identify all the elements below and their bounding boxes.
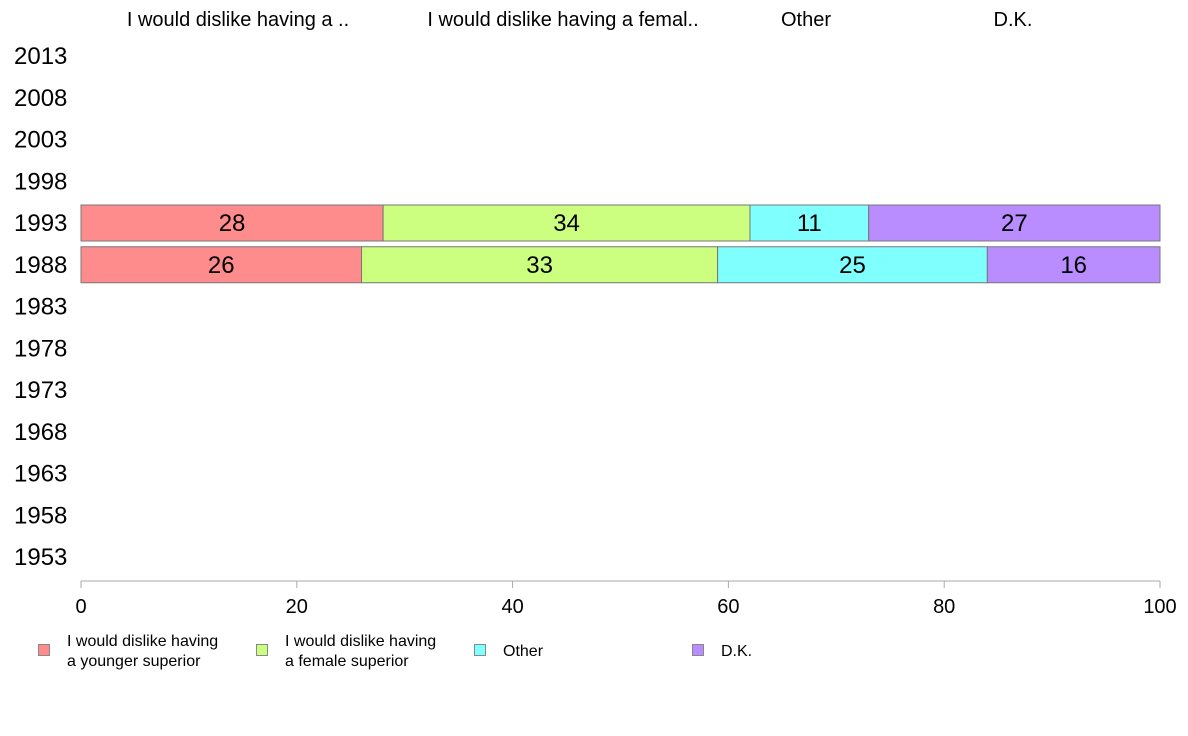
bar-segment: [717, 246, 988, 284]
legend: I would dislike having a younger superio…: [38, 632, 1138, 682]
legend-label-younger-superior-line2: a younger superior: [67, 653, 201, 670]
category-label: 1958: [14, 502, 67, 529]
data-label: 11: [797, 210, 822, 237]
bar-segment: [868, 204, 1161, 242]
category-label: 1993: [14, 210, 67, 237]
x-tick-label: 100: [1143, 596, 1176, 618]
data-label: 16: [1060, 252, 1087, 279]
bar-segment: [382, 204, 751, 242]
category-label: 1963: [14, 461, 67, 488]
legend-item-other: Other: [474, 632, 543, 662]
column-header: D.K.: [994, 9, 1033, 31]
legend-item-dk: D.K.: [692, 632, 752, 662]
data-label: 26: [208, 252, 235, 279]
legend-label-dk: D.K.: [721, 643, 753, 660]
legend-swatch-dk: [692, 644, 704, 656]
category-label: 1983: [14, 294, 67, 321]
bar-segment: [80, 204, 384, 242]
x-tick-label: 40: [501, 596, 523, 618]
category-label: 2013: [14, 43, 67, 70]
legend-item-female-superior: I would dislike having a female superior: [256, 632, 436, 672]
category-label: 1953: [14, 544, 67, 571]
category-label: 1968: [14, 419, 67, 446]
legend-label-other: Other: [503, 643, 544, 660]
category-label: 1978: [14, 335, 67, 362]
column-header: I would dislike having a ..: [127, 9, 349, 31]
bar-segment: [80, 246, 363, 284]
legend-label-younger-superior-line1: I would dislike having: [67, 633, 219, 650]
legend-swatch-younger-superior: [38, 644, 50, 656]
bar-segment: [361, 246, 719, 284]
data-label: 33: [526, 252, 553, 279]
legend-label-female-superior-line2: a female superior: [285, 653, 409, 670]
x-tick-label: 0: [75, 596, 86, 618]
data-label: 25: [839, 252, 866, 279]
bar-segment: [986, 246, 1161, 284]
data-label: 34: [553, 210, 580, 237]
category-label: 1998: [14, 168, 67, 195]
bar-segment: [749, 204, 870, 242]
category-label: 2003: [14, 127, 67, 154]
column-header: Other: [781, 9, 831, 31]
legend-item-younger-superior: I would dislike having a younger superio…: [38, 632, 218, 672]
category-label: 1988: [14, 252, 67, 279]
x-tick-label: 20: [286, 596, 308, 618]
category-label: 2008: [14, 85, 67, 112]
category-label: 1973: [14, 377, 67, 404]
legend-swatch-other: [474, 644, 486, 656]
x-tick-label: 80: [933, 596, 955, 618]
column-header: I would dislike having a femal..: [427, 9, 698, 31]
data-label: 28: [219, 210, 246, 237]
legend-label-female-superior-line1: I would dislike having: [285, 633, 437, 650]
x-tick-label: 60: [717, 596, 739, 618]
legend-swatch-female-superior: [256, 644, 268, 656]
data-label: 27: [1001, 210, 1028, 237]
